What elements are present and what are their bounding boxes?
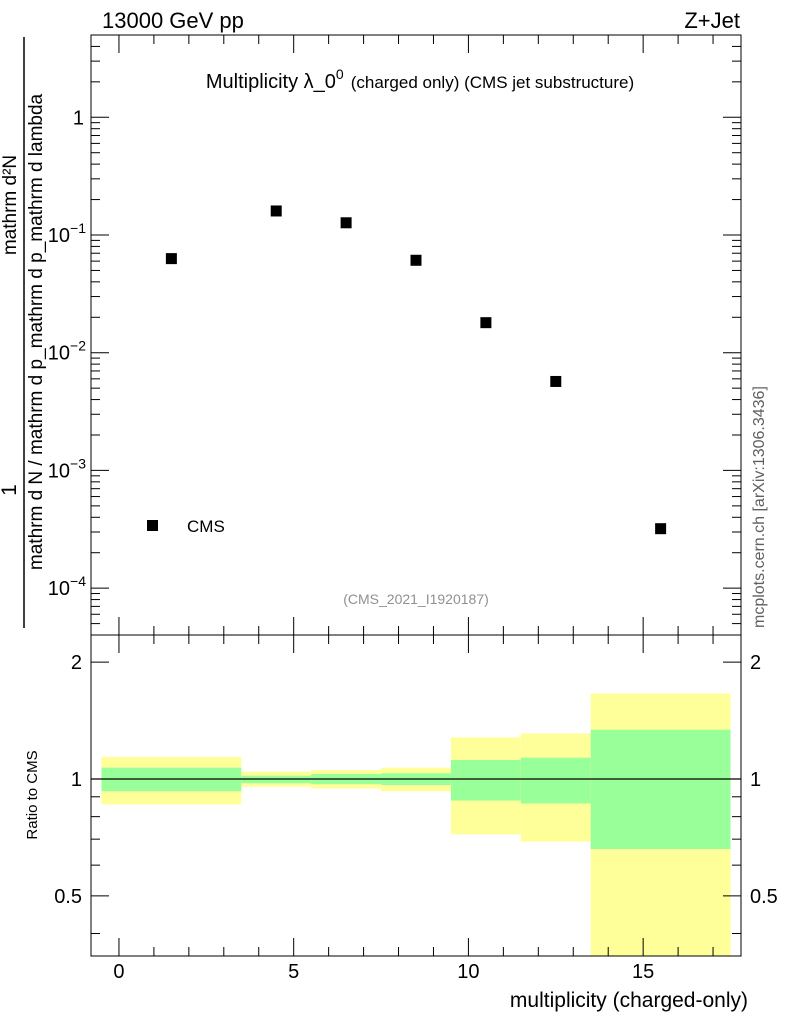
ratio-y-tick-label-left: 1 (71, 769, 82, 791)
main-y-tick-mantissa: 10 (48, 225, 70, 247)
ratio-y-tick-label-right: 2 (750, 652, 761, 674)
main-y-tick-label: 1 (73, 107, 84, 129)
legend-label: CMS (187, 517, 225, 536)
data-point (655, 523, 667, 535)
x-tick-label: 15 (632, 961, 654, 983)
main-title: Multiplicity λ_00 (charged only) (CMS jet… (206, 66, 634, 93)
main-panel-frame (90, 34, 742, 636)
ratio-panel: 0.5 0.51 12 2 0 5 10 15 Ratio to CMS multiplic… (24, 35, 778, 1012)
x-tick-label: 5 (288, 961, 299, 983)
x-tick-label: 10 (457, 961, 479, 983)
energy-label: 13000 GeV pp (102, 8, 244, 33)
main-data-points (165, 205, 667, 535)
ratio-y-tick-label-right: 0.5 (750, 886, 778, 908)
data-point (270, 205, 282, 217)
ratio-y-tick-label-left: 0.5 (54, 886, 82, 908)
main-y-label-denominator: mathrm d N / mathrm d p_mathrm d p_mathr… (26, 93, 47, 570)
main-y-tick-label: 10−4 (48, 573, 86, 600)
data-point (165, 253, 177, 265)
ratio-bands (101, 693, 731, 956)
main-y-tick-label: 10−2 (48, 338, 86, 365)
ratio-y-tick-label-left: 2 (71, 652, 82, 674)
ratio-band-inner (450, 759, 521, 801)
analysis-id: (CMS_2021_I1920187) (343, 591, 489, 607)
main-y-tick-mantissa: 10 (48, 343, 70, 365)
main-y-tick-exponent: −4 (70, 573, 86, 589)
main-y-label: 1 mathrm d²N mathrm d N / mathrm d p_mat… (0, 37, 47, 628)
main-y-tick-exponent: −3 (70, 455, 86, 471)
data-point (410, 254, 422, 266)
main-y-tick-mantissa: 10 (48, 578, 70, 600)
main-y-tick-label: 10−3 (48, 455, 86, 482)
x-axis-label: multiplicity (charged-only) (510, 989, 748, 1012)
ratio-band-inner (520, 757, 591, 804)
process-label: Z+Jet (684, 8, 740, 33)
ratio-band-inner (590, 729, 731, 850)
main-panel: 110−110−210−310−4 Multiplicity λ_00 (char… (0, 34, 742, 636)
data-point (340, 217, 352, 229)
ratio-panel-frame (90, 634, 742, 957)
main-title-sup: 0 (336, 66, 344, 82)
data-point (480, 317, 492, 329)
main-title-base: Multiplicity λ_0 (206, 71, 336, 93)
ratio-x-axis: 0 5 10 15 (113, 35, 714, 983)
main-y-tick-exponent: −1 (70, 220, 86, 236)
main-y-label-dn2: mathrm d²N (0, 155, 21, 255)
ratio-y-tick-label-right: 1 (750, 769, 761, 791)
data-point (550, 375, 562, 387)
main-y-tick-exponent: −2 (70, 338, 86, 354)
watermark-text: mcplots.cern.ch [arXiv:1306.3436] (751, 386, 768, 628)
main-y-axis: 110−110−210−310−4 (48, 34, 741, 636)
main-y-label-one: 1 (0, 484, 21, 496)
main-y-tick-label: 10−1 (48, 220, 86, 247)
main-y-tick-mantissa: 10 (48, 460, 70, 482)
x-tick-label: 0 (113, 961, 124, 983)
legend-marker (147, 520, 158, 531)
main-title-tail: (charged only) (CMS jet substructure) (351, 73, 634, 92)
ratio-y-axis: 0.5 0.5 1 1 2 2 (54, 652, 778, 934)
ratio-y-label: Ratio to CMS (24, 750, 41, 839)
